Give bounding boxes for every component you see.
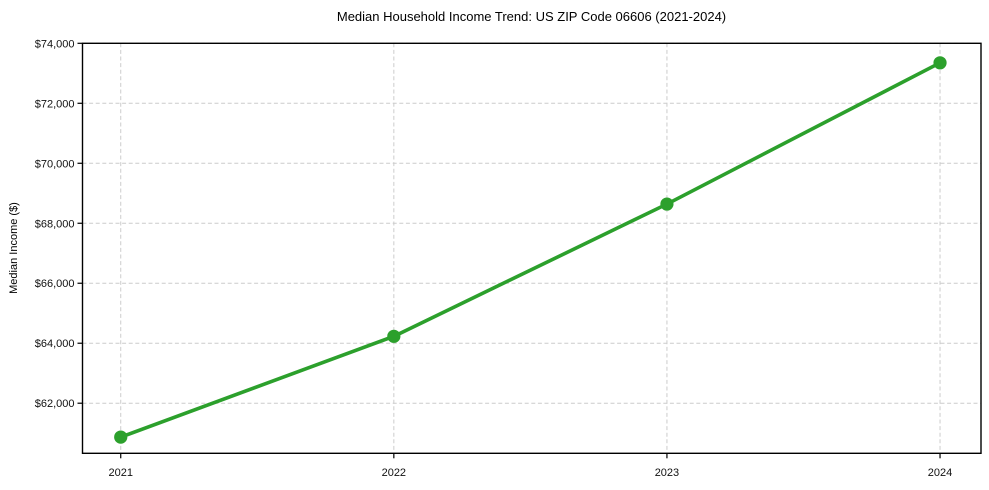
y-tick-label: $70,000 [35,158,75,170]
x-tick-label: 2022 [382,467,406,479]
data-point [660,197,674,211]
y-tick-label: $66,000 [35,278,75,290]
y-tick-label: $74,000 [35,38,75,50]
x-tick-label: 2024 [928,467,952,479]
y-tick-label: $68,000 [35,218,75,230]
data-point [114,430,128,444]
x-tick-label: 2023 [655,467,679,479]
chart-title: Median Household Income Trend: US ZIP Co… [336,9,727,24]
plot-border [81,42,982,454]
y-tick-label: $62,000 [35,398,75,410]
data-point [387,329,401,343]
x-tick-label: 2021 [108,467,132,479]
y-tick-label: $64,000 [35,338,75,350]
y-tick-label: $72,000 [35,98,75,110]
data-point [933,56,947,70]
trend-line [118,60,942,439]
